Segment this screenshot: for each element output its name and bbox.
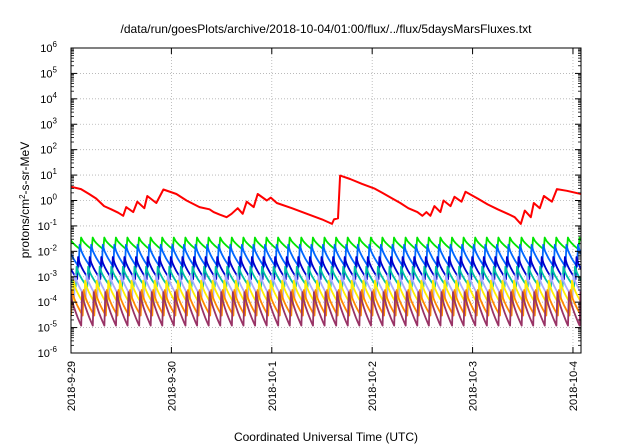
series-line — [71, 291, 581, 327]
y-axis-ticks: 10-6 10-5 10-4 10-3 10-2 10-1 100 101 102 103 104 1… — [38, 40, 581, 360]
series-layer — [71, 174, 581, 327]
y-tick-label: 106 — [40, 40, 57, 55]
y-tick-label: 10-4 — [38, 294, 58, 309]
chart-title: /data/run/goesPlots/archive/2018-10-04/0… — [121, 22, 533, 36]
series-line — [71, 289, 581, 317]
y-tick-label: 100 — [40, 193, 57, 208]
y-tick-label: 101 — [40, 167, 57, 182]
series-line — [71, 174, 581, 225]
y-tick-label: 105 — [40, 65, 57, 80]
series-line — [71, 236, 581, 251]
y-tick-label: 10-2 — [38, 243, 58, 258]
x-tick-label: 2018-10-4 — [568, 361, 580, 411]
x-tick-label: 2018-10-2 — [367, 361, 379, 411]
y-axis-label: protons/cm2-s-sr-MeV — [18, 142, 32, 258]
x-axis-label: Coordinated Universal Time (UTC) — [234, 430, 418, 444]
series-line — [71, 243, 581, 268]
x-axis-ticks: 2018-9-29 2018-9-30 2018-10-1 2018-10-2 2018… — [66, 48, 580, 411]
y-tick-label: 10-5 — [38, 320, 58, 335]
y-tick-label: 103 — [40, 116, 57, 131]
x-tick-label: 2018-9-29 — [66, 361, 78, 411]
y-tick-label: 10-3 — [38, 269, 58, 284]
y-tick-label: 10-6 — [38, 345, 58, 360]
y-tick-label: 104 — [40, 91, 57, 106]
x-tick-label: 2018-10-1 — [267, 361, 279, 411]
y-tick-label: 102 — [40, 142, 57, 157]
x-tick-label: 2018-9-30 — [166, 361, 178, 411]
x-tick-label: 2018-10-3 — [468, 361, 480, 411]
y-tick-label: 10-1 — [38, 218, 58, 233]
